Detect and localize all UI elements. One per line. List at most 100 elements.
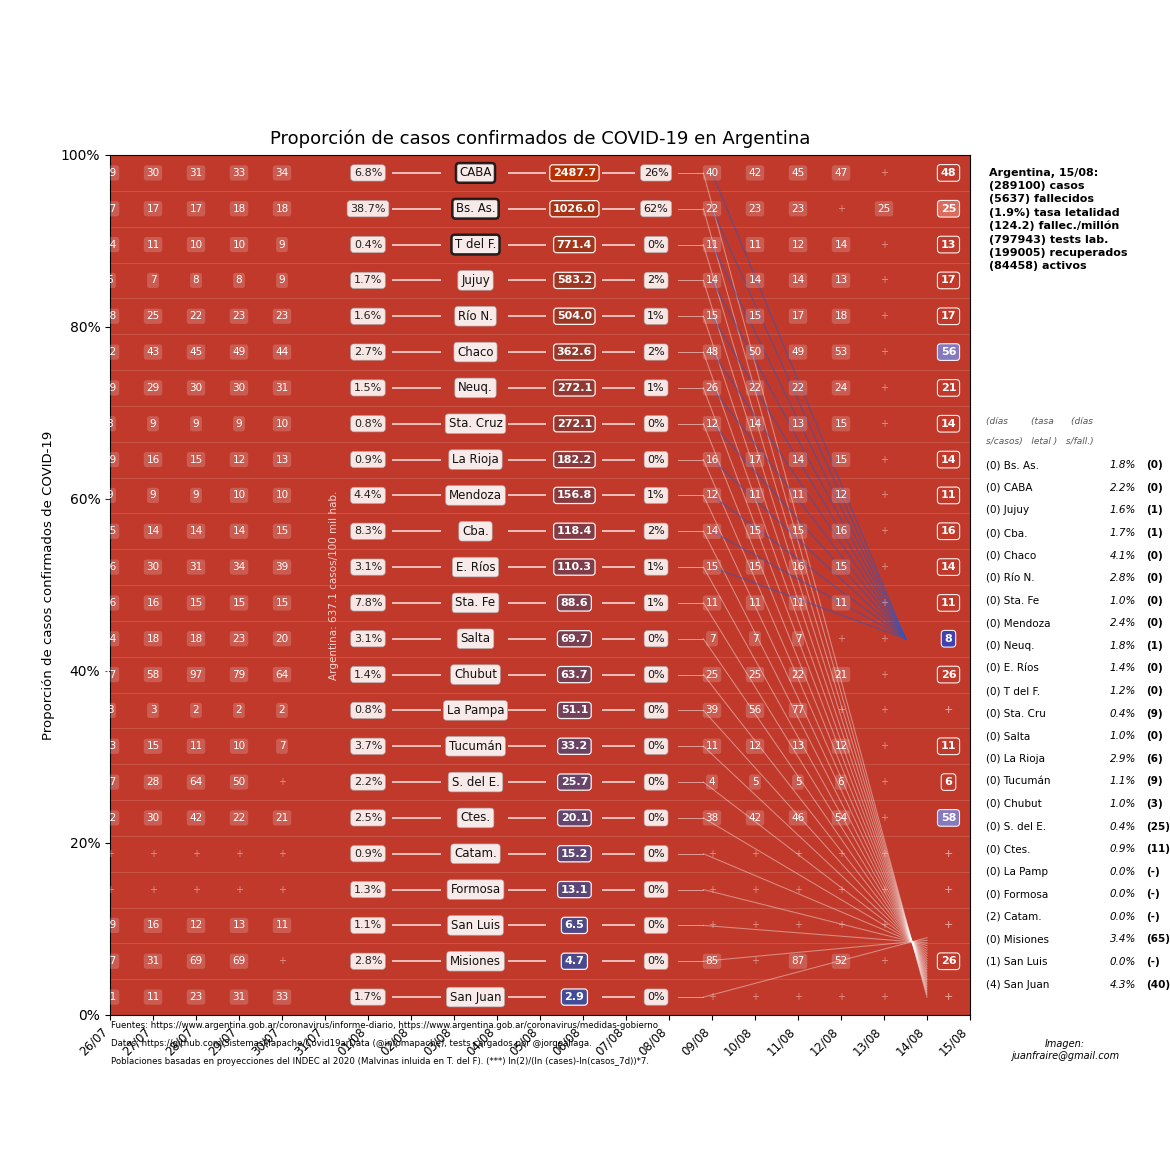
Text: 0%: 0% — [647, 777, 665, 787]
Text: +: + — [880, 490, 888, 501]
Text: 23: 23 — [791, 204, 805, 214]
Text: (0) S. del E.: (0) S. del E. — [985, 821, 1046, 832]
Text: 0.4%: 0.4% — [353, 240, 383, 249]
Text: 29: 29 — [146, 383, 159, 393]
Text: 1.7%: 1.7% — [353, 992, 383, 1002]
Text: 5: 5 — [751, 777, 758, 787]
Text: 15: 15 — [103, 526, 117, 536]
Text: 14: 14 — [941, 419, 956, 428]
Text: 6: 6 — [944, 777, 952, 787]
Text: 28: 28 — [103, 311, 117, 322]
Text: (0): (0) — [1147, 618, 1163, 628]
Text: +: + — [192, 848, 200, 859]
Text: 22: 22 — [233, 813, 246, 823]
Text: +: + — [149, 848, 157, 859]
Text: 1%: 1% — [647, 311, 665, 322]
Text: 4.1%: 4.1% — [1109, 551, 1136, 560]
Text: 14: 14 — [190, 526, 202, 536]
Text: 29: 29 — [103, 168, 117, 178]
Text: 8.3%: 8.3% — [353, 526, 383, 536]
Text: (0): (0) — [1147, 596, 1163, 606]
Text: Prop.
población: Prop. población — [336, 105, 400, 133]
Text: 69: 69 — [190, 956, 202, 966]
Text: 1.6%: 1.6% — [353, 311, 383, 322]
Text: 13: 13 — [834, 275, 847, 285]
Text: +: + — [944, 992, 954, 1002]
Text: 1.4%: 1.4% — [1109, 663, 1136, 674]
Text: 40: 40 — [706, 168, 718, 178]
Text: +: + — [235, 885, 243, 895]
Text: 15: 15 — [706, 311, 718, 322]
Text: 48: 48 — [941, 168, 956, 178]
Text: 3.1%: 3.1% — [353, 634, 383, 644]
Text: Sta. Fe: Sta. Fe — [455, 597, 496, 610]
Text: 6.5: 6.5 — [565, 921, 584, 930]
Text: (9): (9) — [1147, 777, 1163, 786]
Text: 9: 9 — [278, 240, 285, 249]
Text: (0) Bs. As.: (0) Bs. As. — [985, 460, 1039, 470]
Text: 50: 50 — [233, 777, 246, 787]
Text: Bs. As.: Bs. As. — [455, 202, 495, 215]
Text: 1.3%: 1.3% — [353, 885, 383, 895]
Text: 15: 15 — [706, 562, 718, 572]
Text: 14: 14 — [103, 634, 117, 644]
Text: 1.2%: 1.2% — [1109, 686, 1136, 696]
Text: +: + — [880, 168, 888, 178]
Text: 2%: 2% — [647, 526, 665, 536]
Text: Chubut: Chubut — [454, 668, 497, 681]
Text: 23: 23 — [233, 311, 246, 322]
Text: 156.8: 156.8 — [557, 490, 592, 501]
Text: 7: 7 — [278, 742, 285, 751]
Text: (0): (0) — [1147, 686, 1163, 696]
Text: 26%: 26% — [644, 168, 668, 178]
Text: +: + — [880, 526, 888, 536]
Text: 58: 58 — [941, 813, 956, 823]
Text: 2%: 2% — [647, 275, 665, 285]
Text: San Juan: San Juan — [449, 991, 501, 1004]
Text: +: + — [880, 634, 888, 644]
Text: 17: 17 — [941, 275, 956, 285]
Text: (0) Chaco: (0) Chaco — [985, 551, 1035, 560]
Text: 8: 8 — [106, 419, 113, 428]
Text: 1.7%: 1.7% — [353, 275, 383, 285]
Text: 12: 12 — [834, 490, 847, 501]
Text: 15: 15 — [749, 526, 762, 536]
Text: 47: 47 — [834, 168, 847, 178]
Text: 182.2: 182.2 — [557, 455, 592, 464]
Text: 27: 27 — [103, 956, 117, 966]
Text: 13: 13 — [233, 921, 246, 930]
Text: 12: 12 — [233, 455, 246, 464]
Text: 52: 52 — [834, 956, 847, 966]
Text: 0.8%: 0.8% — [353, 706, 383, 715]
Text: (-): (-) — [1147, 889, 1161, 900]
Text: 9: 9 — [278, 275, 285, 285]
Text: 1%: 1% — [647, 383, 665, 393]
Text: (65): (65) — [1147, 935, 1170, 944]
Text: Dupl.
en días: Dupl. en días — [172, 105, 220, 133]
Text: 18: 18 — [275, 204, 289, 214]
Text: 25: 25 — [749, 669, 762, 680]
Text: +: + — [235, 848, 243, 859]
Text: (11): (11) — [1147, 844, 1170, 854]
Text: (6): (6) — [1147, 753, 1163, 764]
Text: 10: 10 — [190, 240, 202, 249]
Text: 0%: 0% — [647, 419, 665, 428]
Text: +: + — [880, 455, 888, 464]
Text: Nombre
provincia: Nombre provincia — [445, 105, 507, 133]
Text: +: + — [880, 992, 888, 1002]
Text: 9: 9 — [150, 490, 157, 501]
Text: 30: 30 — [233, 383, 246, 393]
Text: 1%: 1% — [647, 490, 665, 501]
Text: 3: 3 — [150, 706, 157, 715]
Text: 20: 20 — [275, 634, 289, 644]
Text: 18: 18 — [146, 634, 159, 644]
Text: 14: 14 — [103, 240, 117, 249]
Text: 3.1%: 3.1% — [353, 562, 383, 572]
Text: 0%: 0% — [647, 634, 665, 644]
Text: 15: 15 — [834, 419, 847, 428]
Text: 10: 10 — [275, 490, 289, 501]
Text: +: + — [944, 921, 954, 930]
Title: Proporción de casos confirmados de COVID-19 en Argentina: Proporción de casos confirmados de COVID… — [270, 130, 810, 147]
Text: Formosa: Formosa — [450, 883, 501, 896]
Text: (0) Sta. Cru: (0) Sta. Cru — [985, 709, 1046, 718]
